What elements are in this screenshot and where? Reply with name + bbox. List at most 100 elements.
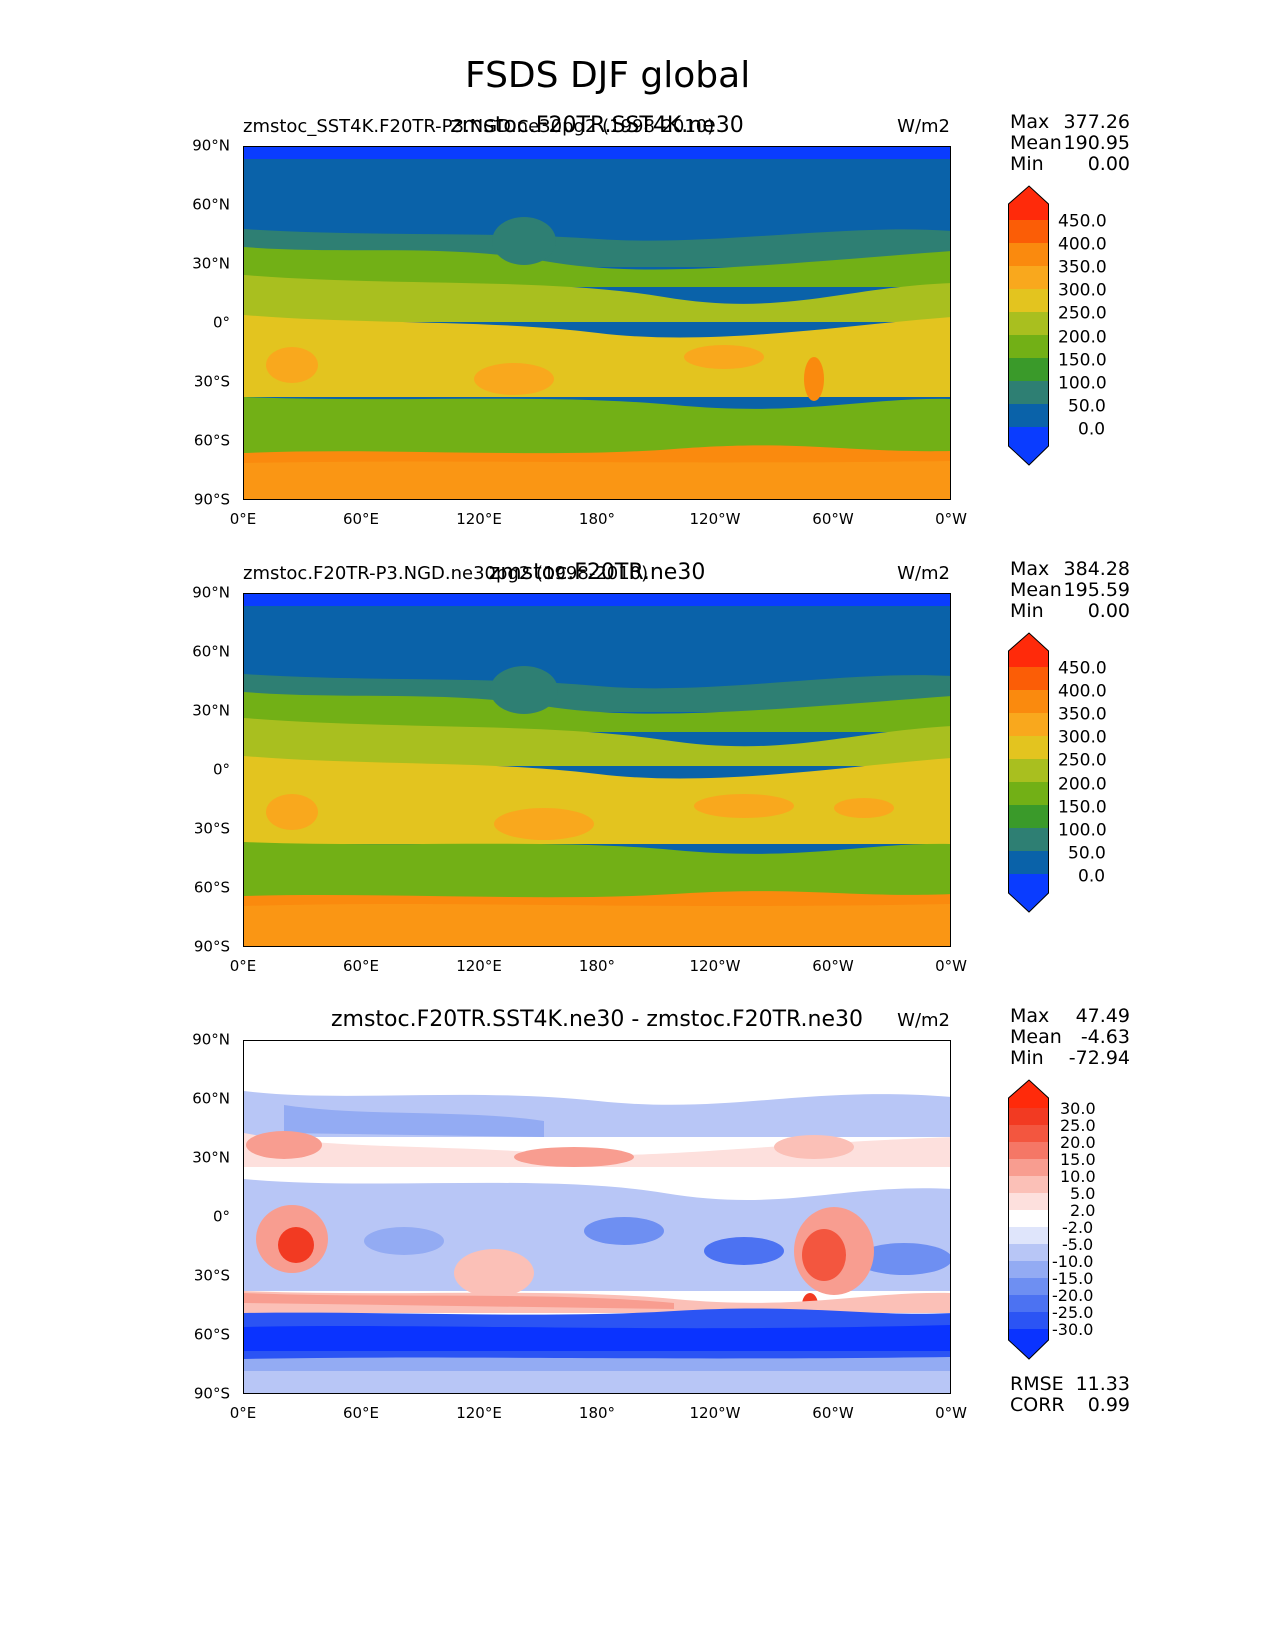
panel1-stat-value: 190.95	[1063, 132, 1130, 154]
panel3-units: W/m2	[897, 1010, 950, 1031]
panel2-ytick: 60°N	[192, 642, 230, 661]
panel1-ytick: 90°N	[192, 136, 230, 155]
panel1-colorbar-label: 250.0	[1058, 303, 1107, 324]
panel3-xtick: 120°W	[689, 1404, 741, 1422]
panel3-colorbar-label: -20.0	[1052, 1286, 1094, 1305]
panel1-stat-label: Mean	[1010, 132, 1062, 154]
panel2-colorbar-label: 150.0	[1058, 797, 1107, 818]
panel1-xtick: 180°	[578, 510, 616, 528]
panel2-xtick: 60°E	[342, 957, 380, 975]
panel3-colorbar-label: -10.0	[1052, 1252, 1094, 1271]
panel2-colorbar-label: 0.0	[1078, 866, 1106, 887]
panel3-xtick: 60°E	[342, 1404, 380, 1422]
panel3-colorbar-label: 5.0	[1070, 1184, 1096, 1203]
panel3-ytick: 30°S	[193, 1266, 230, 1285]
panel1-colorbar-label: 450.0	[1058, 211, 1107, 232]
panel2-ytick: 90°S	[193, 937, 230, 956]
panel2-field	[244, 594, 950, 946]
panel1-xtick: 60°E	[342, 510, 380, 528]
panel2-map	[243, 593, 951, 947]
panel2-ytick: 60°S	[193, 878, 230, 897]
panel1-center-title: zmstoc.F20TR.SST4K.ne30	[450, 113, 744, 138]
panel1-stat-label: Min	[1010, 153, 1044, 175]
panel3-colorbar	[1008, 1078, 1050, 1362]
panel2-colorbar-label: 350.0	[1058, 704, 1107, 725]
panel2-colorbar-label: 450.0	[1058, 658, 1107, 679]
panel1-ytick: 90°S	[193, 490, 230, 509]
panel1-stat-value: 0.00	[1087, 153, 1130, 175]
panel2-colorbar-label: 100.0	[1058, 820, 1107, 841]
panel3-ytick: 60°S	[193, 1325, 230, 1344]
panel2-xtick: 180°	[578, 957, 616, 975]
panel3-colorbar-label: 15.0	[1060, 1150, 1096, 1169]
panel1-field	[244, 147, 950, 499]
panel2-stat-label: Min	[1010, 600, 1044, 622]
panel1-ytick: 60°N	[192, 195, 230, 214]
panel2-units: W/m2	[897, 563, 950, 584]
panel1-colorbar-label: 0.0	[1078, 419, 1106, 440]
panel2-left-title: zmstoc.F20TR-P3.NGD.ne30pg2 (1998-2010)	[243, 563, 649, 584]
panel3-ytick: 0°	[212, 1207, 230, 1226]
panel2-xtick: 0°E	[229, 957, 257, 975]
panel2-colorbar-label: 400.0	[1058, 681, 1107, 702]
panel3-colorbar-label: 10.0	[1060, 1167, 1096, 1186]
panel3-stat-value: -4.63	[1080, 1026, 1130, 1048]
panel2-stat-value: 384.28	[1063, 558, 1130, 580]
panel1-xtick: 120°W	[689, 510, 741, 528]
panel3-ytick: 90°N	[192, 1030, 230, 1049]
figure-title: FSDS DJF global	[465, 55, 751, 96]
panel2-stat-value: 0.00	[1087, 600, 1130, 622]
panel3-colorbar-label: 30.0	[1060, 1099, 1096, 1118]
panel2-ytick: 0°	[212, 760, 230, 779]
panel1-colorbar-label: 150.0	[1058, 350, 1107, 371]
panel2-center-title: zmstoc.F20TR.ne30	[488, 560, 706, 585]
panel3-colorbar-label: -15.0	[1052, 1269, 1094, 1288]
panel2-colorbar-label: 50.0	[1068, 843, 1106, 864]
panel2-colorbar-label: 300.0	[1058, 727, 1107, 748]
panel1-map	[243, 146, 951, 500]
panel2-ytick: 90°N	[192, 583, 230, 602]
panel3-stat-label: Min	[1010, 1047, 1044, 1069]
panel3-colorbar-label: 20.0	[1060, 1133, 1096, 1152]
panel1-colorbar-label: 50.0	[1068, 396, 1106, 417]
panel1-colorbar-label: 300.0	[1058, 280, 1107, 301]
panel1-ytick: 0°	[212, 313, 230, 332]
panel1-colorbar-label: 100.0	[1058, 373, 1107, 394]
panel3-stat-value: 47.49	[1075, 1005, 1130, 1027]
panel3-stat-label: Mean	[1010, 1026, 1062, 1048]
rmse-value: 11.33	[1075, 1373, 1130, 1395]
panel1-left-title: zmstoc_SST4K.F20TR-P3.NGD.ne30pg2 (1998-…	[243, 116, 715, 137]
panel3-colorbar-label: 2.0	[1070, 1201, 1096, 1220]
panel2-colorbar-label: 250.0	[1058, 750, 1107, 771]
panel2-stat-label: Mean	[1010, 579, 1062, 601]
panel1-units: W/m2	[897, 116, 950, 137]
panel3-stat-value: -72.94	[1068, 1047, 1130, 1069]
panel3-xtick: 120°E	[456, 1404, 502, 1422]
panel2-ytick: 30°S	[193, 819, 230, 838]
panel3-xtick: 60°W	[812, 1404, 854, 1422]
corr-value: 0.99	[1087, 1394, 1130, 1416]
panel1-colorbar	[1008, 184, 1050, 468]
corr-label: CORR	[1010, 1394, 1065, 1416]
panel3-ytick: 90°S	[193, 1384, 230, 1403]
panel1-colorbar-label: 200.0	[1058, 327, 1107, 348]
panel3-colorbar-label: -5.0	[1062, 1235, 1094, 1254]
panel3-center-title: zmstoc.F20TR.SST4K.ne30 - zmstoc.F20TR.n…	[330, 1007, 864, 1032]
panel3-stat-label: Max	[1010, 1005, 1050, 1027]
panel3-map	[243, 1040, 951, 1394]
panel3-xtick: 180°	[578, 1404, 616, 1422]
panel2-xtick: 120°E	[456, 957, 502, 975]
panel1-xtick: 0°E	[229, 510, 257, 528]
panel1-xtick: 60°W	[812, 510, 854, 528]
panel1-colorbar-label: 400.0	[1058, 234, 1107, 255]
panel1-xtick: 0°W	[935, 510, 967, 528]
panel3-field	[244, 1041, 950, 1393]
panel1-colorbar-label: 350.0	[1058, 257, 1107, 278]
panel3-ytick: 60°N	[192, 1089, 230, 1108]
panel2-xtick: 120°W	[689, 957, 741, 975]
panel2-xtick: 60°W	[812, 957, 854, 975]
panel1-stat-label: Max	[1010, 111, 1050, 133]
panel2-colorbar-label: 200.0	[1058, 774, 1107, 795]
panel3-xtick: 0°E	[229, 1404, 257, 1422]
panel1-ytick: 60°S	[193, 431, 230, 450]
